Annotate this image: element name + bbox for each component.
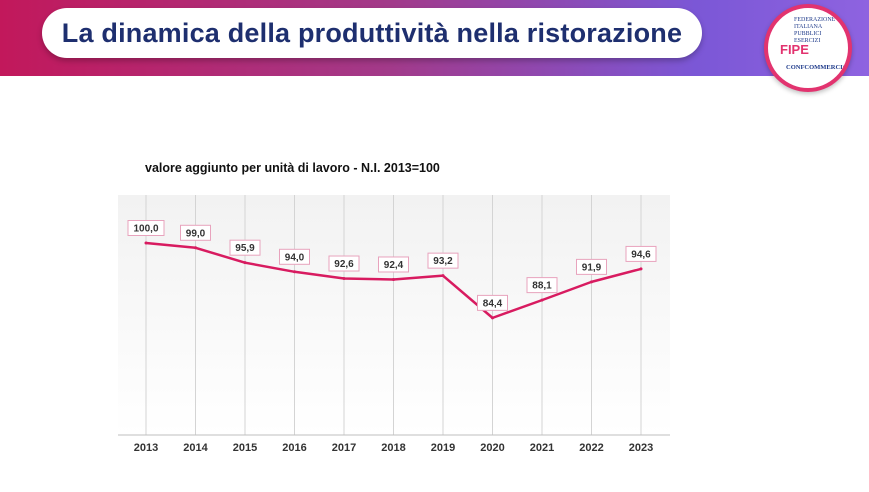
- data-point-2016: [293, 270, 296, 274]
- x-tick-2019: 2019: [431, 442, 455, 454]
- data-label-2018: 92,4: [378, 256, 409, 273]
- data-label-text: 94,6: [631, 249, 651, 260]
- logo-line-2: ITALIANA: [794, 24, 823, 30]
- x-tick-2021: 2021: [530, 442, 554, 454]
- data-label-box: [378, 256, 409, 273]
- title-pill: La dinamica della produttività nella ris…: [42, 8, 702, 58]
- data-label-2013: 100,0: [127, 220, 165, 236]
- data-label-2021: 88,1: [526, 277, 558, 294]
- data-point-2015: [243, 261, 247, 265]
- data-label-box: [427, 252, 459, 269]
- data-label-2017: 92,6: [328, 255, 360, 272]
- slide-title: La dinamica della produttività nella ris…: [61, 17, 683, 48]
- data-label-2019: 93,2: [427, 252, 459, 269]
- data-label-text: 92,4: [384, 260, 404, 271]
- data-label-text: 95,9: [235, 243, 255, 254]
- logo-brand: FIPE: [780, 42, 809, 57]
- data-label-box: [279, 248, 310, 265]
- data-label-text: 92,6: [334, 259, 354, 270]
- data-point-2013: [144, 241, 148, 245]
- x-tick-2016: 2016: [282, 442, 306, 454]
- data-label-2020: 84,4: [477, 294, 508, 311]
- x-tick-2018: 2018: [381, 442, 405, 454]
- x-tick-2022: 2022: [579, 442, 603, 454]
- data-label-box: [477, 294, 508, 311]
- data-label-text: 100,0: [133, 224, 158, 235]
- x-tick-2013: 2013: [134, 442, 158, 454]
- data-label-box: [127, 220, 165, 236]
- data-point-2021: [540, 298, 544, 302]
- data-label-2015: 95,9: [229, 239, 261, 256]
- data-label-text: 99,0: [186, 228, 206, 239]
- data-label-text: 93,2: [433, 256, 453, 267]
- data-label-box: [576, 258, 607, 275]
- x-tick-2023: 2023: [629, 442, 653, 454]
- chart-title: valore aggiunto per unità di lavoro - N.…: [145, 161, 440, 175]
- logo-line-3: PUBBLICI: [794, 31, 822, 37]
- data-point-2014: [194, 246, 197, 250]
- data-label-box: [229, 239, 261, 256]
- data-point-2022: [590, 280, 593, 284]
- logo-footer: CONFCOMMERCIO: [786, 64, 848, 71]
- data-label-box: [526, 277, 558, 294]
- x-tick-2015: 2015: [233, 442, 257, 454]
- data-point-2023: [639, 267, 643, 271]
- x-tick-2014: 2014: [183, 442, 208, 454]
- logo-line-1: FEDERAZIONE: [794, 17, 836, 23]
- data-label-box: [180, 224, 211, 241]
- logo-line-4: ESERCIZI: [794, 38, 821, 44]
- data-label-2016: 94,0: [279, 248, 310, 265]
- data-label-text: 84,4: [483, 298, 503, 309]
- data-label-2023: 94,6: [625, 245, 657, 262]
- x-tick-2017: 2017: [332, 442, 356, 454]
- data-point-2019: [441, 274, 445, 278]
- data-label-2022: 91,9: [576, 258, 607, 275]
- data-label-text: 91,9: [582, 262, 602, 273]
- data-point-2017: [342, 277, 346, 281]
- data-point-2020: [491, 316, 494, 320]
- x-tick-2020: 2020: [480, 442, 504, 454]
- data-label-box: [328, 255, 360, 272]
- data-label-2014: 99,0: [180, 224, 211, 241]
- data-label-text: 88,1: [532, 281, 552, 292]
- data-label-box: [625, 245, 657, 262]
- data-label-text: 94,0: [285, 252, 305, 263]
- fipe-logo: FEDERAZIONE ITALIANA PUBBLICI ESERCIZI F…: [764, 4, 852, 92]
- data-point-2018: [392, 277, 395, 281]
